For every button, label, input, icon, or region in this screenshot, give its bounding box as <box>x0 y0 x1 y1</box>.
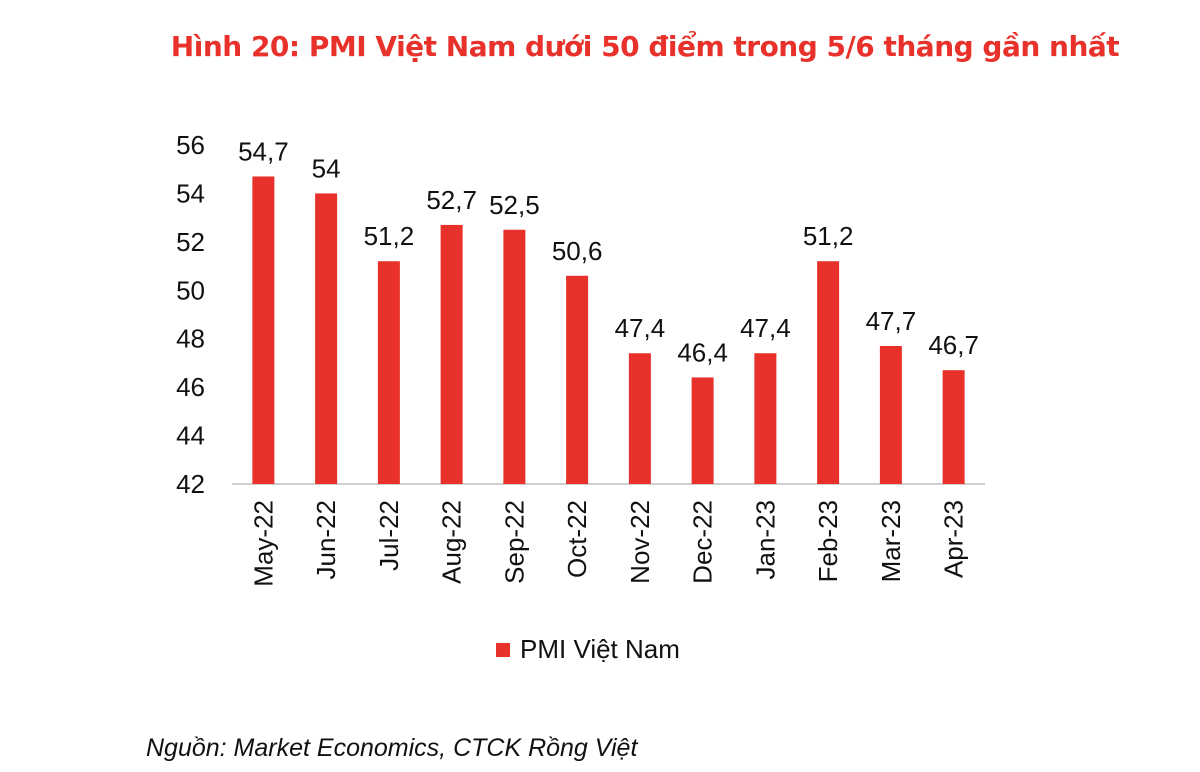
x-tick-label: Jan-23 <box>750 500 780 580</box>
legend-label: PMI Việt Nam <box>520 634 680 664</box>
x-tick-label: Mar-23 <box>876 500 906 582</box>
data-label: 52,5 <box>489 190 540 220</box>
y-tick-label: 44 <box>176 421 205 451</box>
x-tick-label: Dec-22 <box>688 500 718 584</box>
y-tick-label: 42 <box>176 469 205 499</box>
data-label: 47,4 <box>615 313 666 343</box>
bar-apr-23 <box>942 370 965 484</box>
data-label: 47,7 <box>866 306 917 336</box>
data-label: 51,2 <box>364 221 415 251</box>
x-tick-label: Nov-22 <box>625 500 655 584</box>
y-tick-label: 54 <box>176 178 205 208</box>
x-tick-label: Apr-23 <box>939 500 969 578</box>
bar-jul-22 <box>377 261 400 484</box>
bar-nov-22 <box>628 353 651 484</box>
data-label: 52,7 <box>426 185 477 215</box>
legend: PMI Việt Nam <box>496 634 680 665</box>
bar-jan-23 <box>754 353 777 484</box>
chart-title: Hình 20: PMI Việt Nam dưới 50 điểm trong… <box>170 30 1120 63</box>
x-tick-label: Oct-22 <box>562 500 592 578</box>
bar-may-22 <box>252 176 275 484</box>
y-tick-label: 46 <box>176 372 205 402</box>
x-tick-label: Aug-22 <box>437 500 467 584</box>
legend-swatch <box>496 642 510 657</box>
y-tick-label: 50 <box>176 275 205 305</box>
bar-oct-22 <box>566 275 589 484</box>
y-tick-label: 48 <box>176 324 205 354</box>
x-tick-label: Jul-22 <box>374 500 404 571</box>
data-label: 47,4 <box>740 313 791 343</box>
data-label: 54,7 <box>238 136 289 166</box>
x-tick-label: Jun-22 <box>311 500 341 580</box>
source-note: Nguồn: Market Economics, CTCK Rồng Việt <box>146 734 638 762</box>
bar-aug-22 <box>440 224 463 484</box>
x-tick-label: May-22 <box>248 500 278 587</box>
data-label: 46,7 <box>928 330 979 360</box>
bar-mar-23 <box>879 345 902 484</box>
x-tick-label: Sep-22 <box>499 500 529 584</box>
bar-jun-22 <box>315 193 338 484</box>
data-label: 50,6 <box>552 236 603 266</box>
data-label: 54 <box>312 153 341 183</box>
data-label: 51,2 <box>803 221 854 251</box>
x-tick-label: Feb-23 <box>813 500 843 582</box>
data-label: 46,4 <box>677 337 728 367</box>
bar-sep-22 <box>503 229 526 484</box>
y-tick-label: 56 <box>176 130 205 160</box>
bar-dec-22 <box>691 377 714 484</box>
bar-feb-23 <box>817 261 840 484</box>
y-tick-label: 52 <box>176 227 205 257</box>
